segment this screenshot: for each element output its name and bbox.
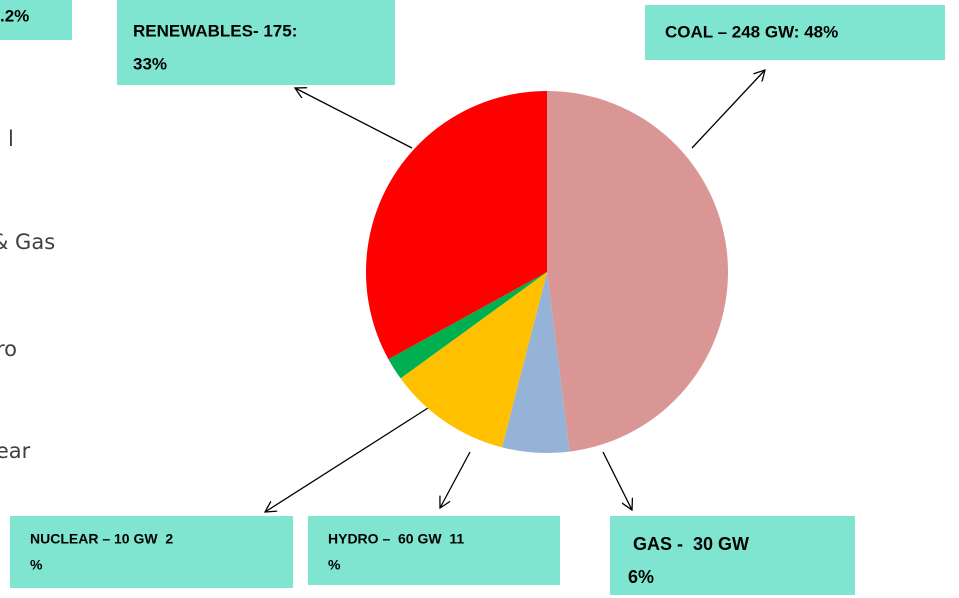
slice-label: 33% [133,54,167,73]
arrow [602,451,632,510]
pie-slice [547,91,729,452]
arrow [295,88,413,149]
side-text: ro [0,337,17,361]
label-box [10,516,293,588]
label-box [117,0,395,85]
slice-label: % [30,557,43,573]
arrow [691,70,765,149]
arrows [265,70,765,512]
label-box [610,516,855,595]
label-box [308,516,560,585]
pie-slice [400,272,547,448]
label-box [645,5,945,60]
pie-slice [501,272,570,453]
slice-label: 6% [628,567,654,587]
slice-label: NUCLEAR – 10 GW 2 [30,531,173,547]
side-text: & Gas [0,230,55,254]
slice-label: HYDRO – 60 GW 11 [328,531,464,547]
slice-label: % [328,557,341,573]
arrow [265,407,429,512]
side-text: l [8,127,14,151]
slice-label: RENEWABLES- 175: [133,21,297,40]
arrow [440,451,471,508]
corner-label: .2% [0,6,29,25]
pie-slice [388,272,547,379]
corner-box [0,0,72,40]
slice-label: GAS - 30 GW [628,534,749,554]
slice-label: COAL – 248 GW: 48% [665,22,838,41]
pie-slice [366,91,547,360]
side-text: lear [0,439,31,463]
